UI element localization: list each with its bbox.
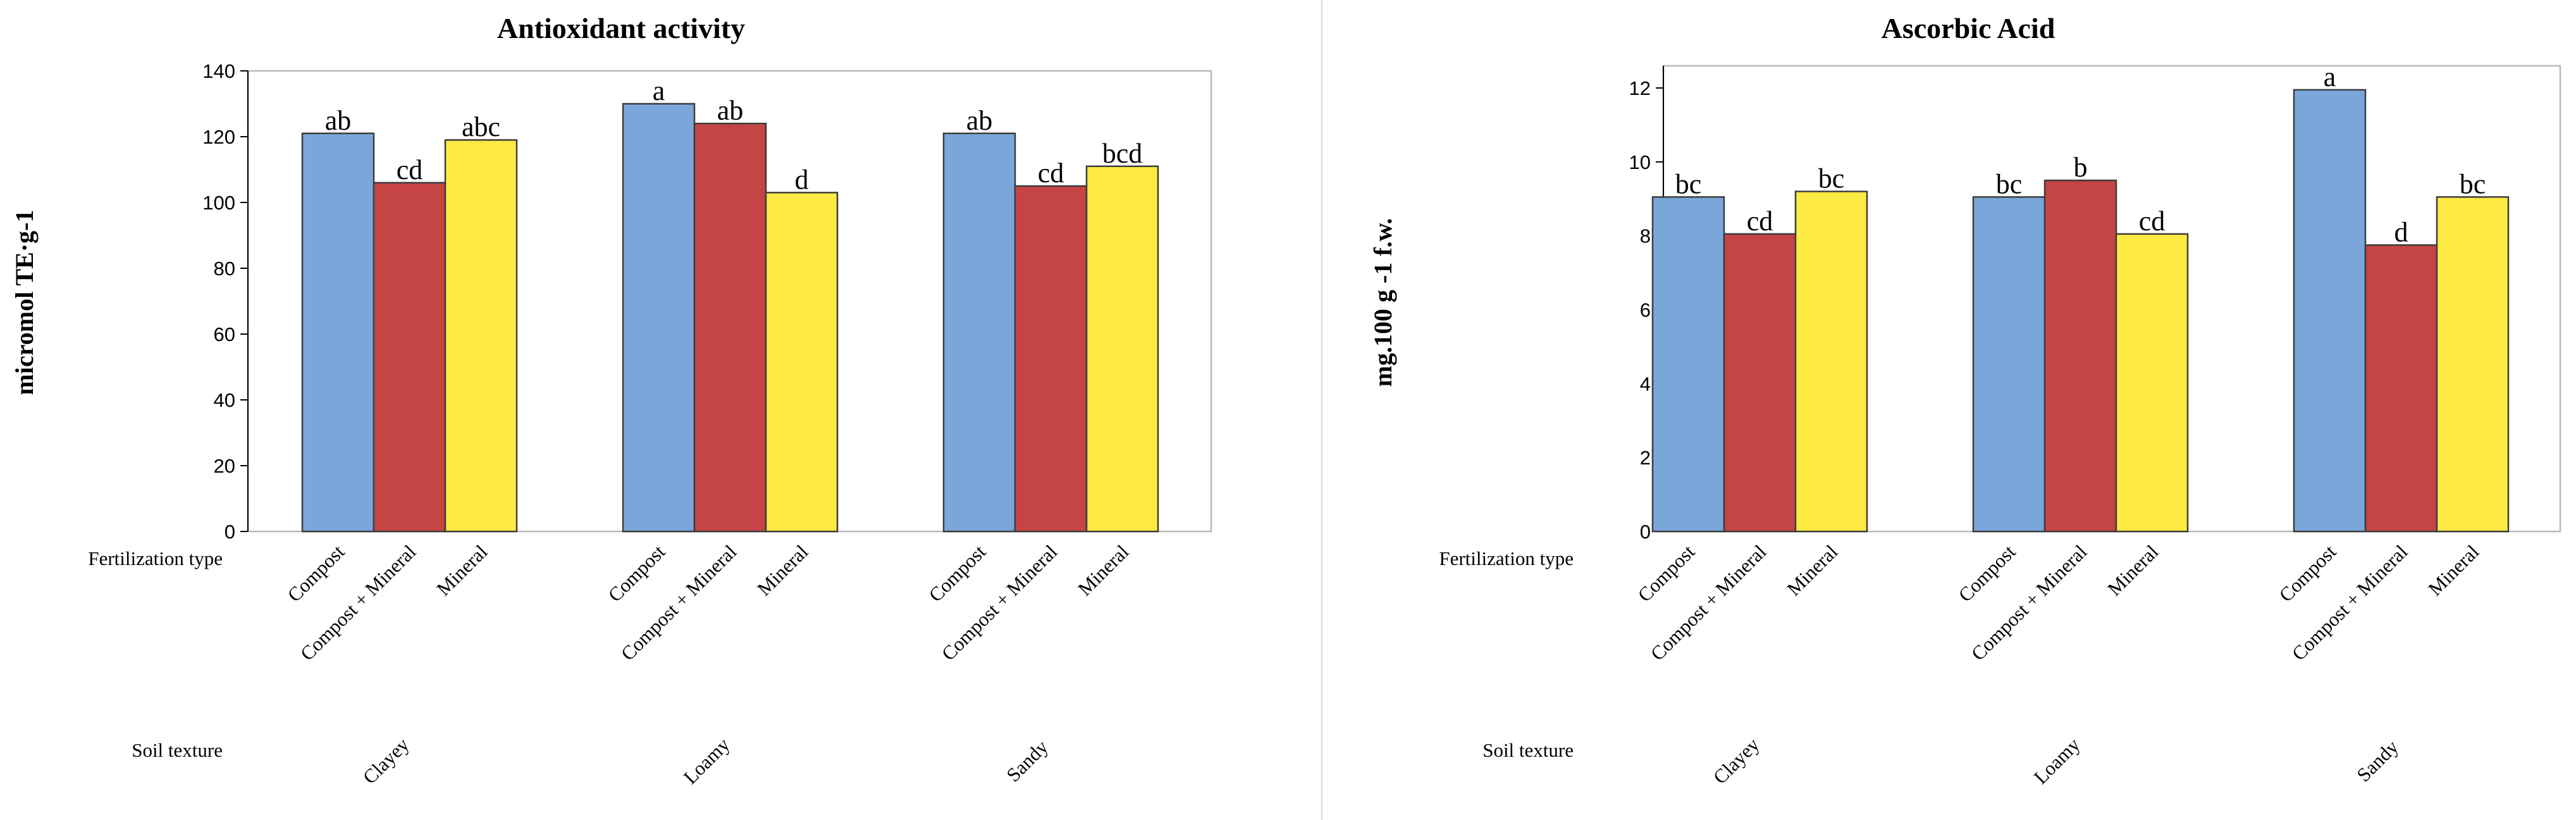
y-tick-label: 140 xyxy=(202,60,235,82)
bar-sandy-compost-mineral xyxy=(1014,185,1088,533)
significance-letter: ab xyxy=(325,105,352,136)
soil-texture-tick-label: Clayey xyxy=(359,733,414,788)
fertilization-type-label: Fertilization type xyxy=(88,547,223,569)
soil-texture-tick-label: Loamy xyxy=(679,733,734,788)
bar-loamy-compost xyxy=(622,102,696,533)
significance-letter: bc xyxy=(1818,163,1845,194)
soil-texture-tick-label: Loamy xyxy=(2030,733,2085,788)
significance-letter: bc xyxy=(1996,168,2023,199)
y-axis-label: mg.100 g -1 f.w. xyxy=(1369,218,1397,387)
y-tick-label: 12 xyxy=(1629,77,1651,99)
y-tick-label: 8 xyxy=(1640,225,1651,247)
soil-texture-tick-label: Sandy xyxy=(2352,735,2403,786)
significance-letter: a xyxy=(653,75,665,106)
fertilization-type-tick-label: Compost xyxy=(283,540,349,606)
bar-loamy-mineral xyxy=(2115,233,2189,533)
y-tick-label: 2 xyxy=(1640,447,1651,469)
significance-letter: bcd xyxy=(1102,138,1143,169)
significance-letter: d xyxy=(795,164,809,195)
fertilization-type-tick-label: Mineral xyxy=(432,540,491,600)
fertilization-type-label: Fertilization type xyxy=(1439,547,1574,569)
y-tick-label: 10 xyxy=(1629,151,1651,173)
bar-clayey-compost xyxy=(301,132,375,533)
y-tick-label: 0 xyxy=(1640,521,1651,543)
y-tick-label: 80 xyxy=(214,258,235,280)
y-tick-label: 4 xyxy=(1640,373,1651,395)
significance-letter: abc xyxy=(462,111,500,142)
bar-sandy-mineral xyxy=(1085,165,1159,533)
soil-texture-tick-label: Sandy xyxy=(1002,735,1052,786)
soil-texture-tick-label: Clayey xyxy=(1709,733,1764,788)
fertilization-type-tick-label: Compost xyxy=(1634,540,1699,606)
y-tick-label: 60 xyxy=(214,323,235,345)
y-axis-label: micromol TE·g-1 xyxy=(10,210,39,395)
y-tick-label: 0 xyxy=(225,521,235,543)
significance-letter: cd xyxy=(2139,206,2166,237)
significance-letter: a xyxy=(2324,61,2336,92)
y-tick-label: 40 xyxy=(214,389,235,411)
bar-sandy-compost-mineral xyxy=(2364,244,2438,533)
bar-loamy-compost-mineral xyxy=(693,122,767,533)
significance-letter: b xyxy=(2074,152,2088,183)
soil-texture-label: Soil texture xyxy=(1482,739,1574,761)
y-tick-label: 20 xyxy=(214,455,235,477)
significance-letter: bc xyxy=(1675,168,1702,199)
ascorbic-acid-panel: Ascorbic Acid mg.100 g -1 f.w. Fertiliza… xyxy=(1369,12,2561,788)
fertilization-type-tick-label: Compost xyxy=(2275,540,2341,606)
bar-sandy-compost xyxy=(942,132,1016,533)
fertilization-type-tick-label: Compost xyxy=(604,540,670,606)
significance-letter: ab xyxy=(717,95,744,126)
significance-letter: d xyxy=(2394,216,2408,247)
chart-title: Antioxidant activity xyxy=(497,12,745,44)
fertilization-type-tick-label: Mineral xyxy=(2103,540,2162,600)
antioxidant-activity-panel: Antioxidant activity micromol TE·g-1 Fer… xyxy=(10,12,1212,788)
significance-letter: cd xyxy=(1747,206,1773,237)
bar-clayey-mineral xyxy=(444,139,518,533)
fertilization-type-tick-label: Compost xyxy=(1954,540,2020,606)
bar-clayey-compost xyxy=(1651,196,1725,533)
fertilization-type-tick-label: Compost xyxy=(925,540,990,606)
bar-clayey-compost-mineral xyxy=(373,182,447,533)
fertilization-type-tick-label: Mineral xyxy=(1073,540,1133,600)
bar-clayey-compost-mineral xyxy=(1723,233,1797,533)
y-tick-label: 100 xyxy=(202,192,235,214)
fertilization-type-tick-label: Mineral xyxy=(2424,540,2483,600)
y-tick-label: 6 xyxy=(1640,299,1651,321)
significance-letter: bc xyxy=(2460,168,2486,199)
y-tick-label: 120 xyxy=(202,126,235,148)
bar-clayey-mineral xyxy=(1794,190,1868,533)
significance-letter: cd xyxy=(1038,158,1064,189)
significance-letter: ab xyxy=(966,105,993,136)
bar-loamy-compost xyxy=(1972,196,2046,533)
bar-sandy-compost xyxy=(2293,89,2367,533)
fertilization-type-tick-label: Mineral xyxy=(1782,540,1842,600)
bar-sandy-mineral xyxy=(2436,196,2510,533)
fertilization-type-tick-label: Mineral xyxy=(753,540,812,600)
bar-loamy-compost-mineral xyxy=(2043,179,2117,533)
soil-texture-label: Soil texture xyxy=(132,739,223,761)
chart-title: Ascorbic Acid xyxy=(1882,12,2055,44)
significance-letter: cd xyxy=(397,154,423,185)
bar-loamy-mineral xyxy=(765,192,839,533)
